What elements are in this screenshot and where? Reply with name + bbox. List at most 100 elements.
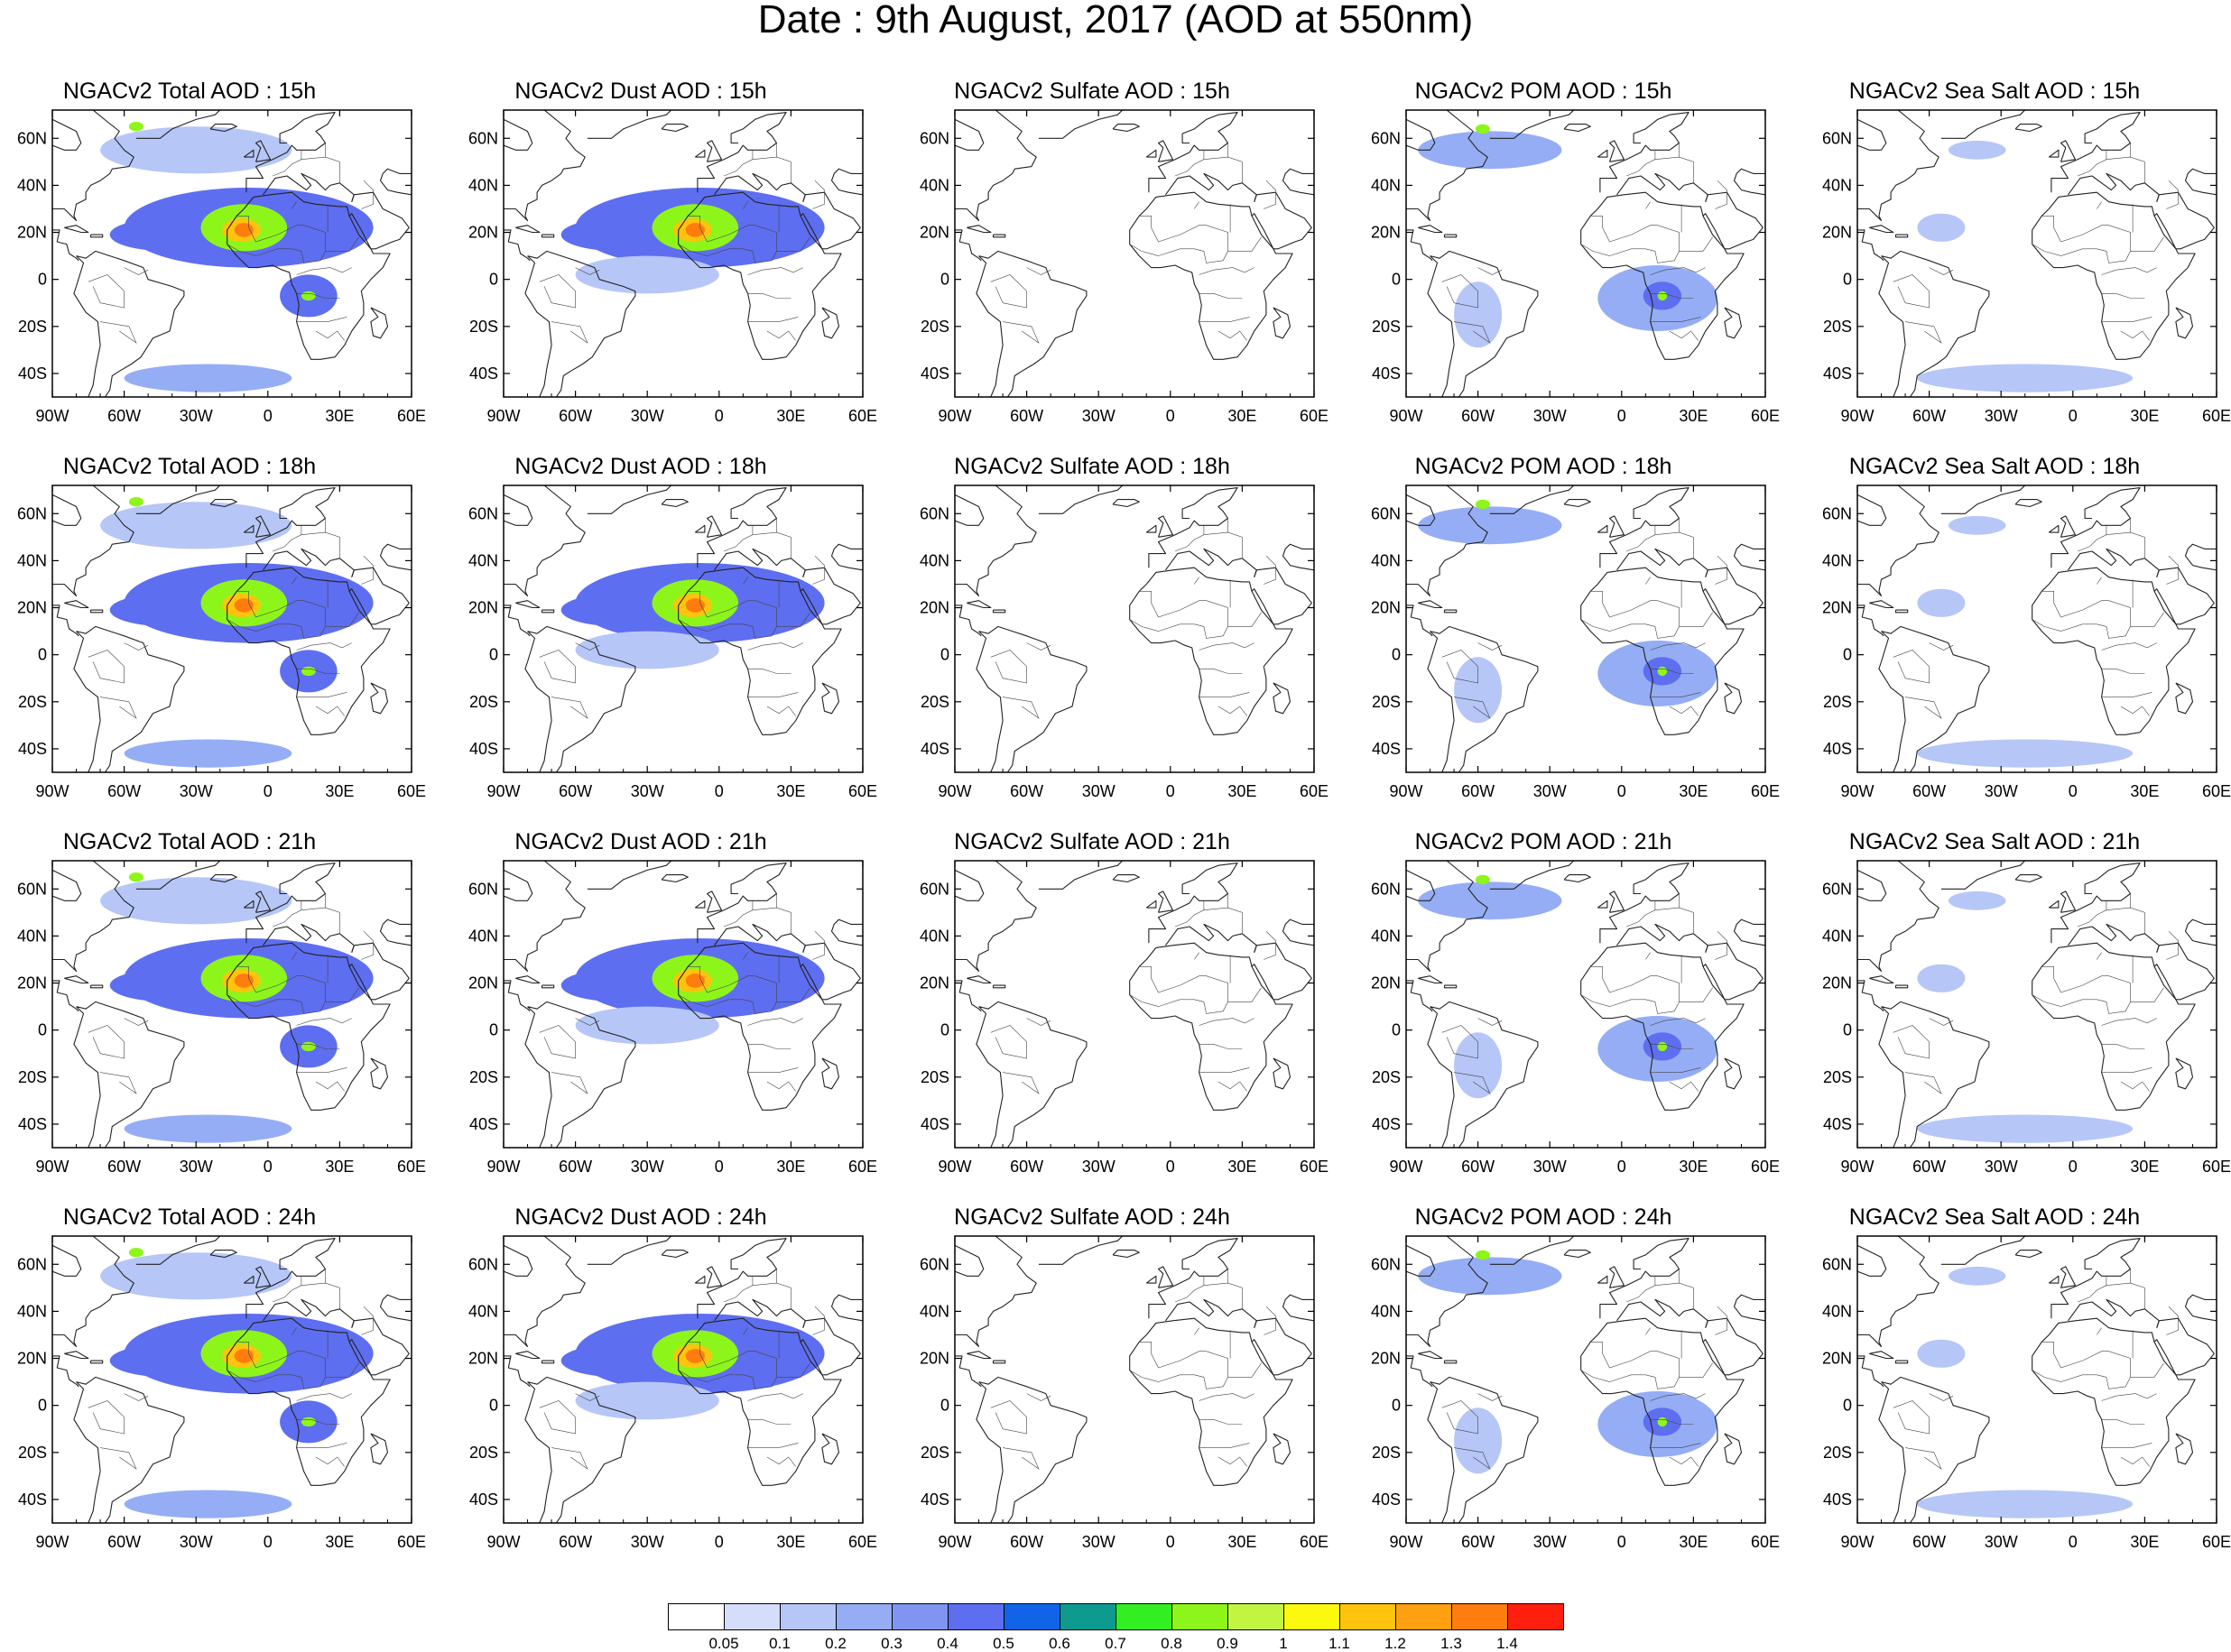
coastline: [1148, 487, 1238, 568]
coastline: [1869, 600, 1894, 609]
map-plot: 90W 60W 30W 0 30E 60E 60N 40N 20N 0 20S 40S: [920, 485, 1328, 800]
lat-tick-label: 40S: [1372, 740, 1401, 758]
lon-tick-label: 30W: [180, 1533, 213, 1551]
lat-tick-label: 20N: [920, 974, 949, 992]
colorbar-cell: [892, 1603, 949, 1630]
coastline: [515, 1351, 541, 1360]
coastline: [1038, 485, 1124, 514]
coastline: [1282, 168, 1314, 196]
coastline: [1443, 609, 1458, 614]
coastline: [52, 110, 134, 222]
colorbar-cell: [1227, 1603, 1284, 1630]
lon-tick-label: 90W: [1840, 1533, 1874, 1551]
country-border: [1454, 1072, 1491, 1094]
lat-tick-label: 40N: [920, 551, 949, 569]
country-border: [325, 612, 359, 627]
lon-tick-label: 60W: [107, 1158, 141, 1176]
country-border: [1217, 330, 1247, 341]
country-border: [743, 1327, 748, 1335]
coastline: [1129, 1317, 1293, 1486]
map-frame: [1405, 109, 1766, 398]
coastline: [2184, 918, 2217, 946]
aod-region: [109, 217, 226, 252]
coastline: [2014, 124, 2042, 133]
country-border: [1194, 952, 1199, 960]
lon-tick-label: 30E: [1227, 407, 1256, 425]
lat-tick-label: 20S: [1372, 1444, 1401, 1462]
map-background: [955, 110, 1314, 397]
lon-tick-label: 90W: [486, 1533, 520, 1551]
colorbar-cell: [668, 1603, 725, 1630]
country-border: [1199, 1044, 1243, 1049]
country-border: [1929, 642, 1954, 651]
country-border: [2101, 267, 2157, 275]
coastline: [1616, 1298, 1708, 1328]
aod-region: [1418, 131, 1562, 170]
map-panel-seasalt-21h: NGACv2 Sea Salt AOD : 21h 90W 60W 30W 0 30E 60…: [1805, 828, 2231, 1180]
lat-tick-label: 40N: [468, 927, 498, 945]
map-panel-dust-15h: NGACv2 Dust AOD : 15h 90W 60W 30W 0 30E 60E 60N…: [451, 78, 877, 429]
map-field: [1406, 485, 1765, 772]
coastline: [1597, 900, 1608, 909]
lat-tick-label: 40N: [17, 1302, 47, 1320]
lat-tick-label: 60N: [468, 1255, 498, 1273]
lat-tick-label: 40N: [1371, 1302, 1401, 1320]
coastline: [1165, 923, 1257, 953]
country-border: [747, 1018, 803, 1026]
coastline: [1563, 1250, 1591, 1259]
country-border: [88, 274, 125, 309]
lon-tick-label: 60E: [1300, 1158, 1328, 1176]
lon-tick-label: 30E: [325, 407, 354, 425]
colorbar-cell: [780, 1603, 837, 1630]
country-border: [539, 650, 576, 684]
aod-region: [1454, 1407, 1503, 1474]
coastline: [135, 110, 221, 139]
country-border: [812, 180, 825, 209]
lon-tick-label: 30E: [776, 1158, 805, 1176]
lon-tick-label: 0: [1166, 782, 1175, 800]
lat-tick-label: 20N: [920, 599, 949, 617]
lat-tick-label: 60N: [1822, 129, 1852, 147]
colorbar-cell: [1283, 1603, 1340, 1630]
lon-tick-label: 60E: [1300, 407, 1328, 425]
country-border: [551, 321, 588, 344]
map-frame: [1856, 860, 2217, 1149]
lon-tick-label: 60W: [1010, 782, 1043, 800]
lat-tick-label: 20S: [1823, 1068, 1852, 1086]
coastline: [1878, 1001, 1990, 1148]
map-panel-pom-24h: NGACv2 POM AOD : 24h 90W 60W 30W 0 30E 60E 60N 4…: [1354, 1204, 1780, 1555]
country-border: [551, 697, 588, 719]
coastline: [1878, 250, 1990, 397]
coastline: [89, 1360, 104, 1364]
country-border: [2097, 952, 2102, 960]
lat-tick-label: 40S: [469, 1490, 498, 1509]
country-border: [272, 531, 340, 558]
lat-tick-label: 0: [1843, 1397, 1852, 1415]
coastline: [245, 1238, 336, 1319]
coastline: [1857, 110, 1939, 222]
panel-title: NGACv2 Total AOD : 15h: [62, 78, 317, 104]
lon-tick-label: 60W: [1912, 407, 1946, 425]
lat-tick-label: 60N: [468, 504, 498, 522]
coastline: [1129, 567, 1293, 735]
lat-tick-label: 60N: [1822, 1255, 1852, 1273]
coastline: [1616, 923, 1708, 953]
coastline: [504, 861, 586, 973]
coastline: [1878, 1376, 1990, 1523]
coastline: [992, 984, 1006, 989]
aod-region: [234, 974, 254, 988]
map-field: [504, 1236, 863, 1523]
country-border: [1194, 1327, 1199, 1335]
coastline: [1273, 682, 1291, 715]
lat-tick-label: 40N: [1371, 551, 1401, 569]
coastline: [2032, 1317, 2196, 1486]
coastline: [678, 567, 842, 735]
coastline: [2048, 524, 2060, 533]
lon-tick-label: 60W: [1461, 782, 1495, 800]
coastline: [64, 1351, 89, 1360]
aod-region: [124, 1490, 292, 1518]
lon-tick-label: 90W: [938, 1533, 971, 1551]
country-border: [292, 201, 297, 209]
lon-tick-label: 90W: [1389, 407, 1422, 425]
lat-tick-label: 60N: [17, 129, 47, 147]
